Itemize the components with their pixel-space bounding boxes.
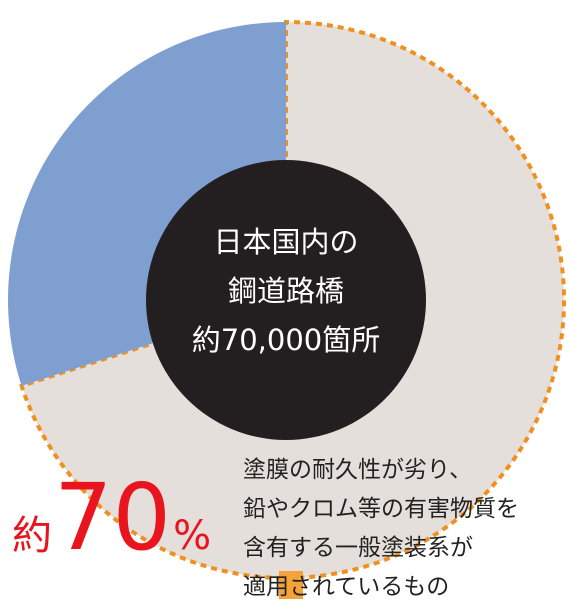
highlight <box>279 571 303 599</box>
center-disc <box>146 160 426 440</box>
value-label: 約70% <box>12 464 211 571</box>
category-label: 塗膜の耐久性が劣り、鉛やクロム等の有害物質を含有する一般塗装系が適用されているも… <box>243 457 519 600</box>
center-label: 日本国内の鋼道路橋約70,000箇所 <box>192 225 380 357</box>
